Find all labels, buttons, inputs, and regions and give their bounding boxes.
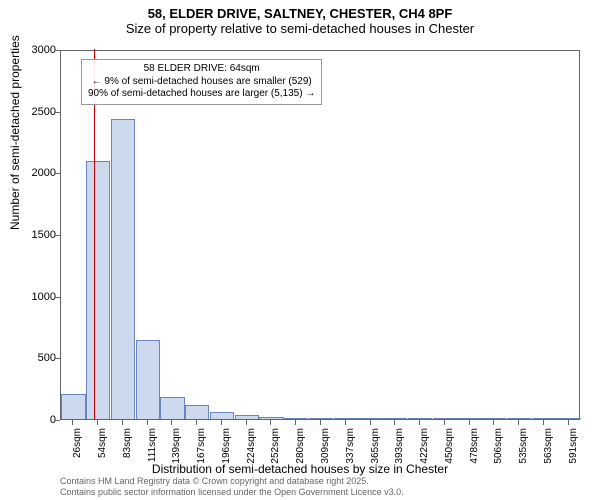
x-tick-label: 591sqm	[568, 428, 579, 464]
histogram-bar	[284, 418, 308, 419]
x-tick-label: 563sqm	[543, 428, 554, 464]
x-tick-label: 224sqm	[246, 428, 257, 464]
chart-plot-area: 58 ELDER DRIVE: 64sqm ← 9% of semi-detac…	[60, 50, 580, 420]
annotation-line3: 90% of semi-detached houses are larger (…	[88, 88, 315, 101]
y-tick-label: 1500	[32, 229, 56, 241]
histogram-bar	[383, 418, 407, 419]
histogram-bar	[160, 397, 184, 419]
annotation-line2: ← 9% of semi-detached houses are smaller…	[88, 76, 315, 89]
annotation-line1: 58 ELDER DRIVE: 64sqm	[88, 63, 315, 76]
y-tick-label: 3000	[32, 44, 56, 56]
histogram-bar	[556, 418, 580, 419]
annotation-box: 58 ELDER DRIVE: 64sqm ← 9% of semi-detac…	[81, 59, 322, 105]
x-tick-label: 54sqm	[97, 428, 108, 458]
histogram-bar	[358, 418, 382, 419]
x-tick-label: 139sqm	[171, 428, 182, 464]
x-tick-label: 478sqm	[469, 428, 480, 464]
footer-line2: Contains public sector information licen…	[60, 487, 404, 498]
chart-title-main: 58, ELDER DRIVE, SALTNEY, CHESTER, CH4 8…	[0, 6, 600, 21]
histogram-bar	[482, 418, 506, 419]
x-tick-label: 535sqm	[518, 428, 529, 464]
x-tick-label: 26sqm	[72, 428, 83, 458]
histogram-bar	[408, 418, 432, 419]
histogram-bar	[532, 418, 556, 419]
x-tick-label: 365sqm	[370, 428, 381, 464]
histogram-bar	[334, 418, 358, 419]
x-tick-label: 83sqm	[122, 428, 133, 458]
y-tick-label: 2000	[32, 167, 56, 179]
y-tick-label: 1000	[32, 291, 56, 303]
histogram-bar	[185, 405, 209, 419]
y-tick-label: 2500	[32, 106, 56, 118]
histogram-bar	[235, 415, 259, 419]
chart-title-sub: Size of property relative to semi-detach…	[0, 21, 600, 36]
histogram-bar	[433, 418, 457, 419]
histogram-bar	[309, 418, 333, 419]
y-tick-label: 500	[38, 352, 56, 364]
histogram-bar	[86, 161, 110, 419]
histogram-bar	[61, 394, 85, 419]
histogram-bar	[507, 418, 531, 419]
x-tick-label: 309sqm	[320, 428, 331, 464]
histogram-bar	[210, 412, 234, 419]
x-axis-label: Distribution of semi-detached houses by …	[0, 462, 600, 476]
x-tick-label: 280sqm	[295, 428, 306, 464]
x-tick-label: 450sqm	[444, 428, 455, 464]
x-tick-label: 422sqm	[419, 428, 430, 464]
histogram-bar	[457, 418, 481, 419]
y-axis-ticks: 050010001500200025003000	[0, 50, 60, 420]
histogram-bar	[259, 417, 283, 419]
x-tick-label: 393sqm	[394, 428, 405, 464]
histogram-bar	[136, 340, 160, 419]
x-tick-label: 506sqm	[493, 428, 504, 464]
footer-line1: Contains HM Land Registry data © Crown c…	[60, 476, 404, 487]
x-tick-label: 167sqm	[196, 428, 207, 464]
histogram-bar	[111, 119, 135, 419]
histogram-bars	[61, 51, 579, 419]
x-tick-label: 252sqm	[270, 428, 281, 464]
x-tick-label: 111sqm	[147, 428, 158, 462]
x-tick-label: 337sqm	[345, 428, 356, 464]
attribution-footer: Contains HM Land Registry data © Crown c…	[60, 476, 404, 498]
x-tick-label: 196sqm	[221, 428, 232, 464]
property-marker-line	[94, 49, 95, 419]
